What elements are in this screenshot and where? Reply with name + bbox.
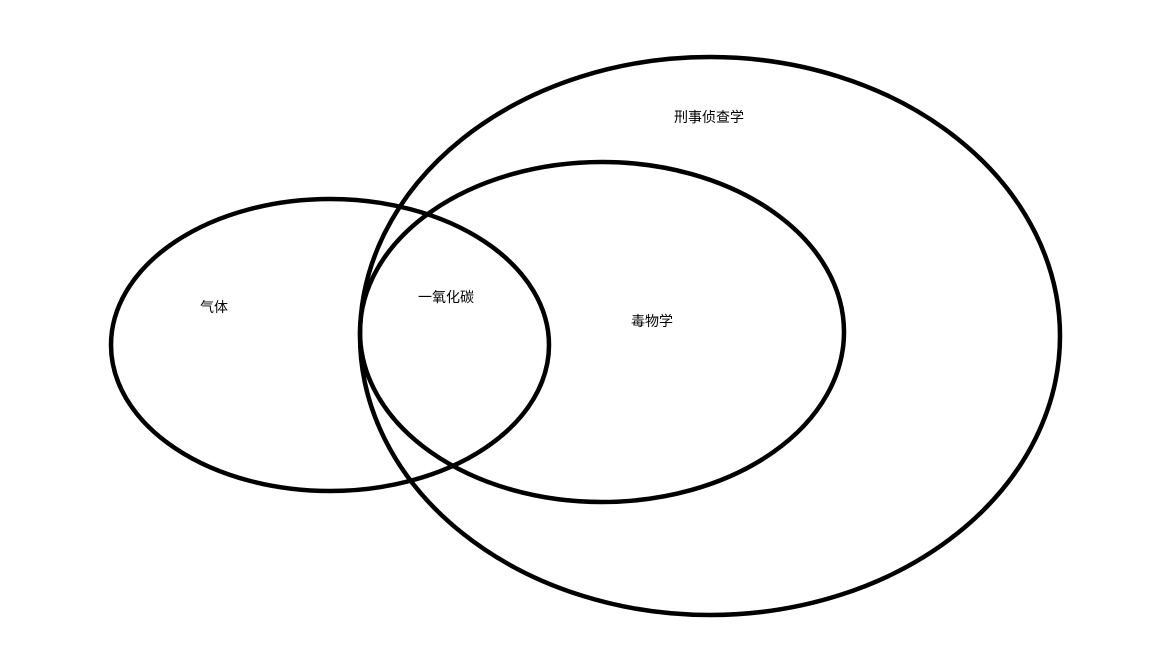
set-gas-label: 气体 [200,300,228,316]
set-forensic-ellipse [357,54,1063,618]
set-toxicology-ellipse [357,159,847,505]
set-forensic-label: 刑事侦查学 [674,110,744,126]
set-toxicology-label: 毒物学 [631,314,673,330]
set-gas-ellipse [108,196,552,494]
intersection-label: 一氧化碳 [418,290,474,306]
